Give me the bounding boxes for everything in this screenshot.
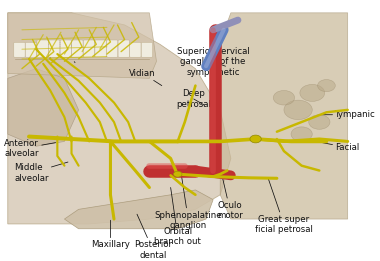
Text: Tympanic: Tympanic [319,110,376,119]
Text: Deep
petrosal: Deep petrosal [176,89,211,109]
FancyBboxPatch shape [49,40,60,57]
Circle shape [291,127,312,141]
FancyBboxPatch shape [141,43,153,57]
Text: Alveolar
plexus: Alveolar plexus [45,39,80,63]
FancyBboxPatch shape [95,40,106,57]
Text: Great super
ficial petrosal: Great super ficial petrosal [255,178,313,234]
Polygon shape [8,13,231,224]
Polygon shape [65,190,213,229]
Text: Facial: Facial [316,141,359,152]
Text: Superior cervical
ganglion of the
sympathetic: Superior cervical ganglion of the sympat… [177,47,250,76]
Text: Orbital
branch out: Orbital branch out [154,187,201,246]
Circle shape [273,91,294,105]
Polygon shape [213,13,348,219]
FancyBboxPatch shape [25,43,37,57]
Text: Sphenopalatine
ganglion: Sphenopalatine ganglion [155,174,222,230]
Text: Middle
alveolar: Middle alveolar [14,162,68,183]
Circle shape [174,171,182,177]
Text: Anterior
alveolar: Anterior alveolar [4,139,55,158]
FancyBboxPatch shape [72,40,83,57]
FancyBboxPatch shape [37,40,48,57]
FancyBboxPatch shape [106,40,118,57]
Circle shape [318,80,335,92]
FancyBboxPatch shape [14,43,25,57]
Text: Posterior
dental: Posterior dental [134,214,172,260]
Circle shape [284,100,312,120]
Text: Oculo
motor: Oculo motor [217,175,243,220]
FancyBboxPatch shape [60,40,71,57]
Polygon shape [8,13,157,78]
Text: Maxillary: Maxillary [91,220,130,250]
FancyBboxPatch shape [118,40,130,57]
Circle shape [309,115,330,129]
Circle shape [250,135,261,143]
FancyBboxPatch shape [83,40,95,57]
Polygon shape [1,1,355,243]
Circle shape [300,84,325,101]
Text: Vidian: Vidian [129,69,162,86]
Polygon shape [8,69,79,146]
FancyBboxPatch shape [130,43,141,57]
